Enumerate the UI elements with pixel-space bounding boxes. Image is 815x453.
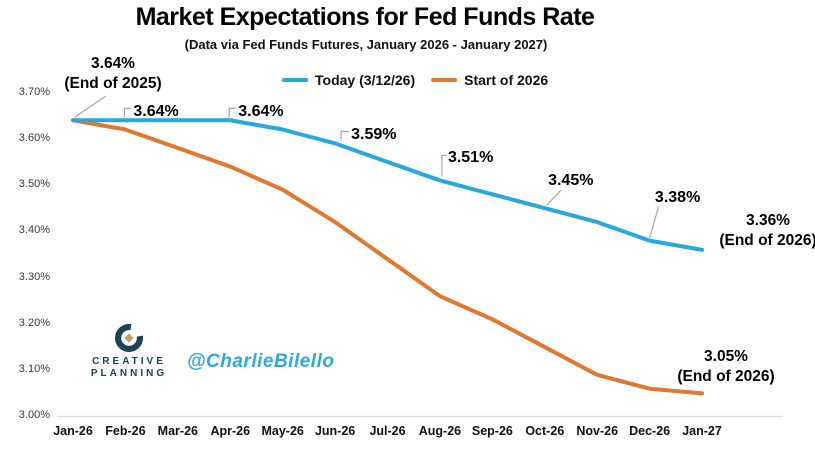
x-tick-label: Jul-26	[369, 424, 406, 438]
callout: 3.36% (End of 2026)	[698, 211, 815, 251]
label-leader-line	[441, 154, 447, 177]
chart-subtitle: (Data via Fed Funds Futures, January 202…	[184, 37, 548, 52]
point-label: 3.45%	[548, 172, 594, 190]
legend-swatch-today	[282, 78, 308, 82]
legend: Today (3/12/26) Start of 2026	[282, 71, 548, 89]
y-tick-label: 3.20%	[18, 316, 50, 329]
y-tick-label: 3.50%	[18, 178, 50, 191]
x-tick-label: May-26	[261, 424, 304, 438]
callout-caption: (End of 2025)	[64, 75, 162, 92]
label-leader-line	[340, 130, 350, 141]
x-tick-label: Mar-26	[157, 424, 198, 438]
callout-leader-line	[74, 95, 107, 118]
point-label: 3.51%	[447, 149, 494, 167]
y-tick-label: 3.40%	[18, 224, 50, 237]
callout-value: 3.64%	[91, 55, 135, 72]
x-tick-label: Apr-26	[210, 424, 251, 438]
legend-swatch-start-of-2026	[431, 78, 458, 82]
label-leader-line	[546, 189, 562, 206]
x-tick-label: Aug-26	[418, 424, 462, 438]
label-leader-line	[649, 206, 660, 238]
x-tick-label: Jan-27	[682, 424, 722, 438]
series-line-today	[71, 118, 705, 252]
twitter-handle: @CharlieBilello	[187, 351, 335, 372]
callout: 3.05% (End of 2026)	[656, 347, 796, 387]
point-label: 3.64%	[133, 103, 179, 121]
legend-label-start-of-2026: Start of 2026	[464, 72, 549, 88]
y-tick-label: 3.00%	[18, 409, 50, 422]
callout-caption: (End of 2026)	[677, 368, 775, 385]
x-tick-label: Jun-26	[314, 424, 356, 438]
creative-planning-c-icon	[115, 324, 143, 352]
point-label: 3.38%	[654, 188, 701, 206]
label-leader-line	[228, 107, 237, 118]
y-tick-label: 3.60%	[18, 131, 50, 144]
chart-title: Market Expectations for Fed Funds Rate	[135, 3, 595, 31]
x-tick-label: Dec-26	[629, 424, 671, 438]
callout-caption: (End of 2026)	[719, 232, 815, 249]
y-tick-label: 3.30%	[18, 270, 50, 283]
point-label: 3.59%	[351, 126, 397, 144]
series-line-start-of-2026	[71, 118, 705, 396]
logo-text-planning: PLANNING	[90, 368, 168, 379]
x-tick-label: Feb-26	[105, 424, 146, 438]
callout-value: 3.05%	[704, 348, 748, 365]
y-tick-label: 3.10%	[18, 363, 50, 376]
x-tick-label: Jan-26	[53, 424, 93, 438]
point-label: 3.64%	[238, 103, 284, 121]
x-tick-label: Nov-26	[576, 424, 619, 438]
x-tick-label: Oct-26	[525, 424, 565, 438]
y-tick-label: 3.70%	[18, 85, 50, 98]
label-leader-line	[123, 107, 132, 118]
legend-label-today: Today (3/12/26)	[315, 72, 416, 88]
logo-text-creative: CREATIVE	[92, 356, 166, 367]
x-tick-label: Sep-26	[471, 424, 513, 438]
callout-value: 3.36%	[746, 212, 790, 229]
callout: 3.64% (End of 2025)	[43, 54, 183, 94]
creative-planning-logo: CREATIVE PLANNING	[84, 322, 174, 380]
